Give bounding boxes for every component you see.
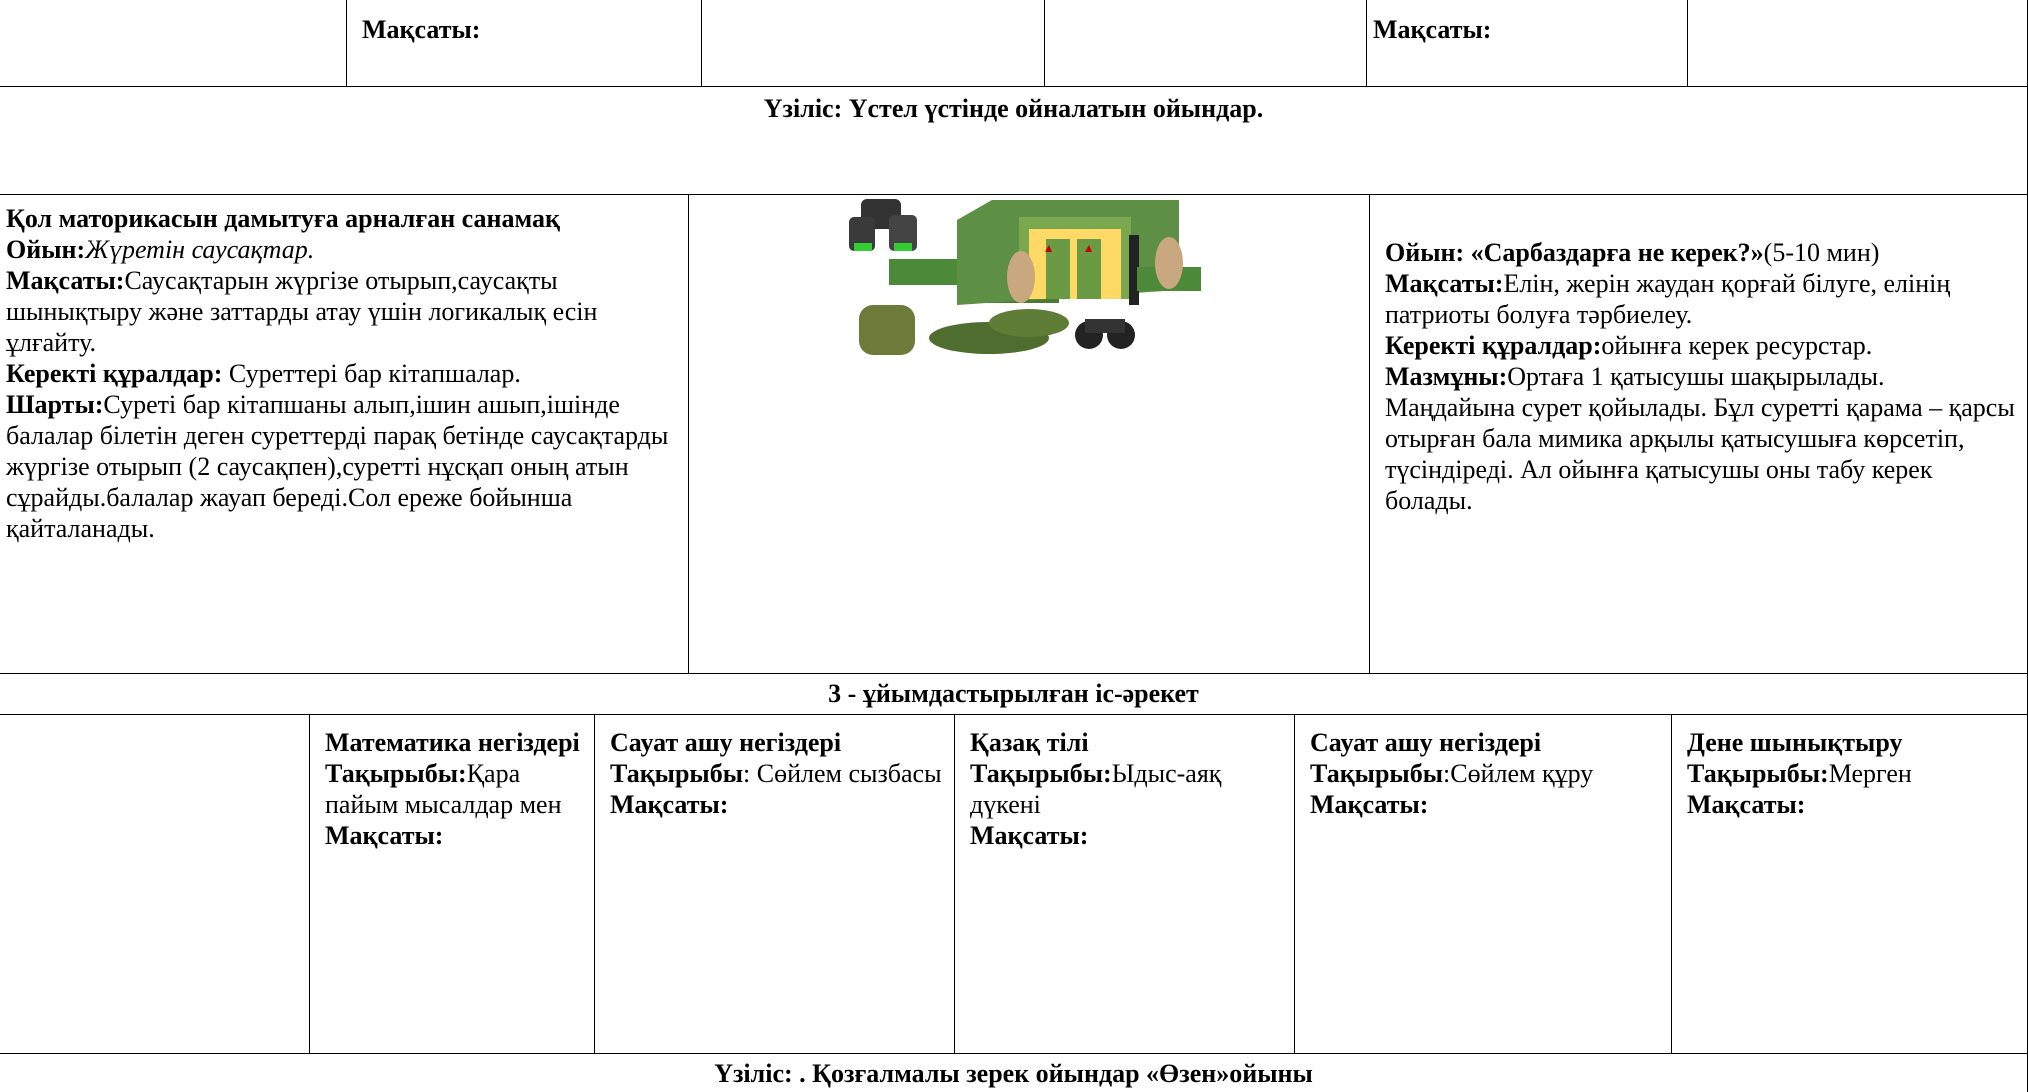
label: Ойын: <box>6 235 86 264</box>
lesson-cell: Қазақ тілі Тақырыбы:Ыдыс-аяқ дүкені Мақсат… <box>954 714 1295 1054</box>
cell: Мақсаты: <box>346 0 702 87</box>
topic: Тақырыбы:Ыдыс-аяқ дүкені <box>970 758 1286 820</box>
image-cell <box>688 194 1370 674</box>
text: Суреттері бар кітапшалар. <box>228 359 521 388</box>
label: Тақырыбы: <box>325 759 467 788</box>
goal-label: Мақсаты: <box>610 790 729 819</box>
text: Елін, жерін жаудан қорғай білуге, елінің… <box>1385 269 1951 329</box>
right-game: Ойын: «Сарбаздарға не керек?»(5-10 мин) … <box>1369 194 2028 674</box>
header-text: 3 - ұйымдастырылған іс-әрекет <box>828 679 1199 708</box>
topic: Тақырыбы:Қара пайым мысалдар мен <box>325 758 586 820</box>
label: Тақырыбы: <box>970 759 1112 788</box>
subject: Сауат ашу негіздері <box>610 728 842 757</box>
goal-label: Мақсаты: <box>325 821 444 850</box>
text: Ыдыс-аяқ дүкені <box>970 759 1222 819</box>
break-row: Үзіліс: Үстел үстінде ойналатын ойындар. <box>0 86 2028 195</box>
text: Жүретін саусақтар. <box>85 235 315 264</box>
cell: Мақсаты: <box>1366 0 1688 87</box>
lesson-cell: Математика негіздері Тақырыбы:Қара пайым … <box>309 714 595 1054</box>
label: Мақсаты: <box>6 266 125 295</box>
heading: Қол маторикасын дамытуға арналған санама… <box>6 204 561 233</box>
goal-label: Мақсаты: <box>1373 15 1492 44</box>
text: :Сөйлем құру <box>1443 759 1594 788</box>
label: Тақырыбы <box>610 759 744 788</box>
text: Суреті бар кітапшаны алып,ішин ашып,ішін… <box>6 390 669 543</box>
lesson-cell: Дене шынықтыру Тақырыбы:Мерген Мақсаты: <box>1671 714 2028 1054</box>
label: Мазмұны: <box>1385 362 1508 391</box>
text: Мерген <box>1828 759 1912 788</box>
illustration <box>849 199 1201 355</box>
text: Саусақтарын жүргізе отырып,саусақты шыны… <box>6 266 598 357</box>
text: : Сөйлем сызбасы <box>743 759 942 788</box>
topic: Тақырыбы:Сөйлем құру <box>1310 758 1663 789</box>
lesson-cell: Сауат ашу негіздері Тақырыбы:Сөйлем құру М… <box>1294 714 1672 1054</box>
subject: Дене шынықтыру <box>1687 728 1903 757</box>
label: Мақсаты: <box>1385 269 1504 298</box>
cell <box>0 0 347 87</box>
topic: Тақырыбы:Мерген <box>1687 758 2019 789</box>
goal-label: Мақсаты: <box>1310 790 1429 819</box>
topic: Тақырыбы: Сөйлем сызбасы <box>610 758 946 789</box>
lesson-cell: Сауат ашу негіздері Тақырыбы: Сөйлем сызб… <box>594 714 955 1054</box>
left-game: Қол маторикасын дамытуға арналған санама… <box>0 194 689 674</box>
label: Тақырыбы: <box>1687 759 1829 788</box>
subject: Сауат ашу негіздері <box>1310 728 1542 757</box>
label: Ойын: «Сарбаздарға не керек?» <box>1385 238 1764 267</box>
break-text: Үзіліс: Үстел үстінде ойналатын ойындар. <box>763 94 1264 123</box>
goal-label: Мақсаты: <box>1687 790 1806 819</box>
cell <box>1687 0 2028 87</box>
goal-label: Мақсаты: <box>970 821 1089 850</box>
text: ойынға керек ресурстар. <box>1601 331 1873 360</box>
activity-header: 3 - ұйымдастырылған іс-әрекет <box>0 673 2028 715</box>
label: Керекті құралдар: <box>1385 331 1602 360</box>
text: Қара пайым мысалдар мен <box>325 759 562 819</box>
subject: Қазақ тілі <box>970 728 1089 757</box>
break-text: Үзіліс: . Қозғалмалы зерек ойындар «Өзен… <box>714 1059 1313 1088</box>
label: Керекті құралдар: <box>6 359 223 388</box>
label: Тақырыбы <box>1310 759 1444 788</box>
text: (5-10 мин) <box>1763 238 1880 267</box>
cell <box>0 714 310 1054</box>
break-row: Үзіліс: . Қозғалмалы зерек ойындар «Өзен… <box>0 1053 2028 1092</box>
text: Ортаға 1 қатысушы шақырылады. Маңдайына … <box>1385 362 2015 515</box>
subject: Математика негіздері <box>325 728 580 757</box>
cell <box>701 0 1045 87</box>
label: Шарты: <box>6 390 104 419</box>
cell <box>1044 0 1367 87</box>
goal-label: Мақсаты: <box>362 15 481 44</box>
